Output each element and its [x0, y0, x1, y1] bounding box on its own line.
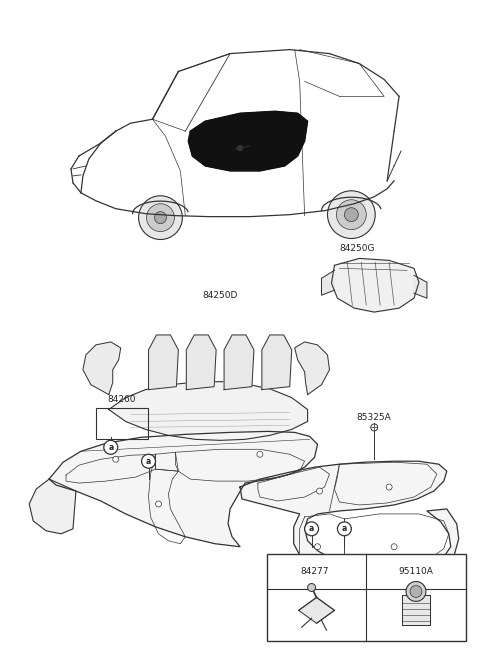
- Circle shape: [139, 196, 182, 240]
- Text: 84250G: 84250G: [339, 244, 375, 253]
- Text: 95110A: 95110A: [398, 567, 433, 576]
- Polygon shape: [109, 382, 308, 440]
- Polygon shape: [414, 275, 427, 298]
- Polygon shape: [262, 335, 292, 390]
- Text: 84277: 84277: [300, 567, 329, 576]
- Polygon shape: [29, 479, 76, 534]
- Text: 84250D: 84250D: [203, 291, 238, 300]
- Circle shape: [371, 424, 378, 431]
- Polygon shape: [240, 461, 459, 584]
- Polygon shape: [186, 335, 216, 390]
- Polygon shape: [332, 259, 419, 312]
- Polygon shape: [148, 335, 179, 390]
- Polygon shape: [322, 271, 335, 295]
- Circle shape: [155, 212, 167, 223]
- Circle shape: [337, 522, 351, 536]
- Circle shape: [391, 544, 397, 550]
- Circle shape: [406, 582, 426, 601]
- Circle shape: [278, 565, 292, 578]
- Circle shape: [327, 191, 375, 238]
- Polygon shape: [295, 342, 329, 394]
- Circle shape: [308, 584, 315, 591]
- Text: a: a: [108, 443, 113, 452]
- Circle shape: [336, 200, 366, 229]
- Polygon shape: [188, 111, 308, 171]
- Circle shape: [316, 488, 323, 494]
- Polygon shape: [49, 432, 318, 547]
- Circle shape: [257, 451, 263, 457]
- Circle shape: [410, 586, 422, 597]
- Circle shape: [237, 145, 243, 151]
- Text: a: a: [146, 457, 151, 466]
- Circle shape: [146, 204, 174, 232]
- Circle shape: [314, 544, 321, 550]
- Circle shape: [305, 522, 319, 536]
- Text: 85325A: 85325A: [357, 413, 392, 422]
- Polygon shape: [299, 597, 335, 624]
- FancyBboxPatch shape: [267, 553, 466, 641]
- Polygon shape: [402, 595, 430, 626]
- Text: 84260: 84260: [108, 394, 136, 403]
- Circle shape: [156, 501, 161, 507]
- Circle shape: [142, 455, 156, 468]
- Polygon shape: [83, 342, 120, 394]
- Circle shape: [113, 457, 119, 462]
- Text: a: a: [309, 525, 314, 533]
- Text: a: a: [282, 567, 288, 576]
- Circle shape: [344, 208, 358, 221]
- Text: a: a: [342, 525, 347, 533]
- Circle shape: [386, 484, 392, 490]
- Circle shape: [104, 440, 118, 455]
- Polygon shape: [224, 335, 254, 390]
